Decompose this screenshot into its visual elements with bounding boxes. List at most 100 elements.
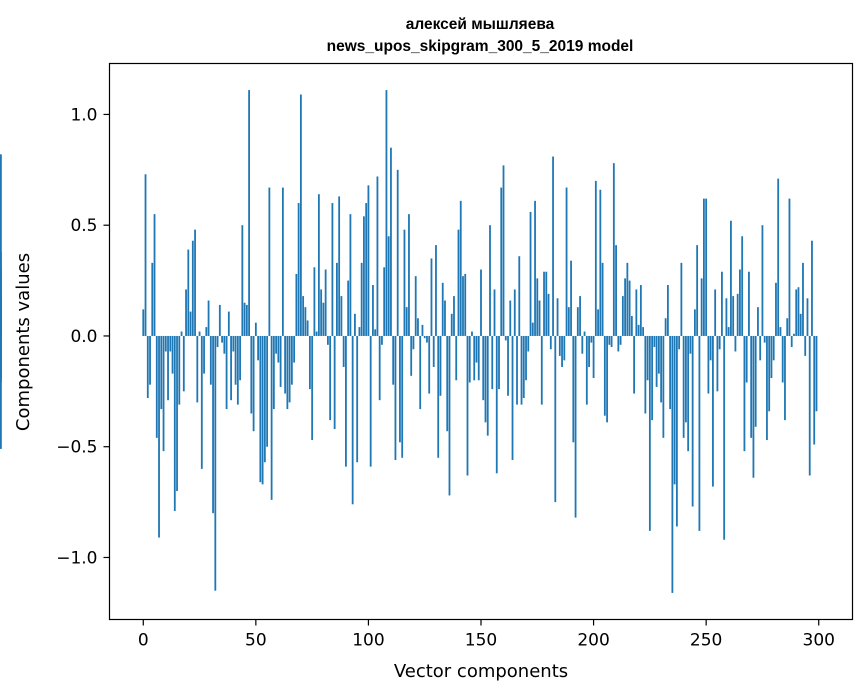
bar xyxy=(651,335,654,421)
bar xyxy=(603,335,606,416)
bar xyxy=(786,318,789,336)
bar xyxy=(426,335,428,343)
bar xyxy=(698,335,701,531)
bar xyxy=(585,335,588,405)
bar xyxy=(149,335,151,385)
bar xyxy=(372,285,374,336)
bar xyxy=(207,300,210,336)
bar xyxy=(414,276,417,336)
bar xyxy=(795,289,798,336)
bar xyxy=(408,214,410,336)
bar xyxy=(811,240,813,336)
bar xyxy=(707,335,710,394)
bar xyxy=(606,335,608,423)
bar xyxy=(466,335,469,476)
bar xyxy=(444,300,446,336)
bar xyxy=(655,335,658,387)
x-tick-label: 250 xyxy=(690,631,722,651)
bar xyxy=(185,289,187,336)
bar xyxy=(594,180,597,336)
bar xyxy=(576,307,579,336)
bar xyxy=(520,335,523,405)
bar xyxy=(529,211,532,336)
bar xyxy=(750,335,753,438)
bar xyxy=(270,335,273,500)
bar xyxy=(721,271,723,336)
bar xyxy=(477,335,480,381)
bar xyxy=(513,289,516,336)
bar xyxy=(772,335,775,361)
bar xyxy=(178,335,181,405)
bar xyxy=(182,335,185,392)
bar xyxy=(381,335,383,345)
bar xyxy=(243,302,246,336)
bar xyxy=(453,296,455,336)
bar xyxy=(475,335,478,363)
bar xyxy=(142,309,145,336)
bar xyxy=(590,335,593,343)
bar xyxy=(554,335,557,503)
bar xyxy=(169,335,172,352)
bar xyxy=(446,335,449,432)
bar xyxy=(374,329,377,336)
bar xyxy=(385,90,388,336)
bar xyxy=(261,335,264,485)
bar xyxy=(624,278,626,336)
bar xyxy=(714,289,717,336)
bar xyxy=(221,335,223,343)
bar xyxy=(723,335,726,540)
bar xyxy=(171,335,174,374)
bar xyxy=(399,335,401,443)
bar xyxy=(588,335,590,367)
bar xyxy=(675,335,678,527)
y-axis-label: Components values xyxy=(13,253,34,431)
bar xyxy=(376,176,379,336)
bar xyxy=(311,335,314,441)
bar xyxy=(761,225,764,336)
y-axis-ticks: −1.0 −0.5 0.0 0.5 1.0 xyxy=(56,105,110,568)
bar xyxy=(662,335,665,438)
bar xyxy=(232,335,235,352)
bar xyxy=(727,327,730,336)
bar xyxy=(540,335,543,405)
bar xyxy=(439,335,442,396)
bar xyxy=(412,335,415,350)
bar xyxy=(680,262,683,336)
bar xyxy=(700,278,703,336)
x-tick-label: 150 xyxy=(465,631,497,651)
bar xyxy=(808,335,811,476)
bar xyxy=(383,267,386,336)
bar xyxy=(558,335,561,356)
plot-area-frame xyxy=(108,62,854,621)
bar xyxy=(281,187,284,336)
bar xyxy=(347,280,350,336)
bar xyxy=(216,335,219,348)
bar xyxy=(646,335,649,381)
bar xyxy=(286,335,289,410)
bar xyxy=(732,296,735,336)
bar xyxy=(295,273,298,336)
bar xyxy=(545,271,548,336)
bar xyxy=(146,335,149,398)
bar xyxy=(739,269,741,336)
x-axis-label: Vector components xyxy=(394,661,568,682)
bar xyxy=(565,187,568,336)
bar xyxy=(468,335,471,383)
bar xyxy=(351,335,354,505)
bar xyxy=(531,322,534,336)
bar xyxy=(664,318,667,336)
bar xyxy=(239,335,241,381)
bar xyxy=(705,198,708,336)
bar xyxy=(405,307,408,336)
bar xyxy=(320,289,323,336)
bar xyxy=(770,335,773,379)
bar xyxy=(378,335,381,401)
bar xyxy=(484,335,487,423)
bar xyxy=(538,300,541,336)
bar xyxy=(315,331,318,336)
bar xyxy=(257,335,259,361)
y-tick-label: 0.5 xyxy=(70,216,97,236)
bar xyxy=(703,198,705,336)
